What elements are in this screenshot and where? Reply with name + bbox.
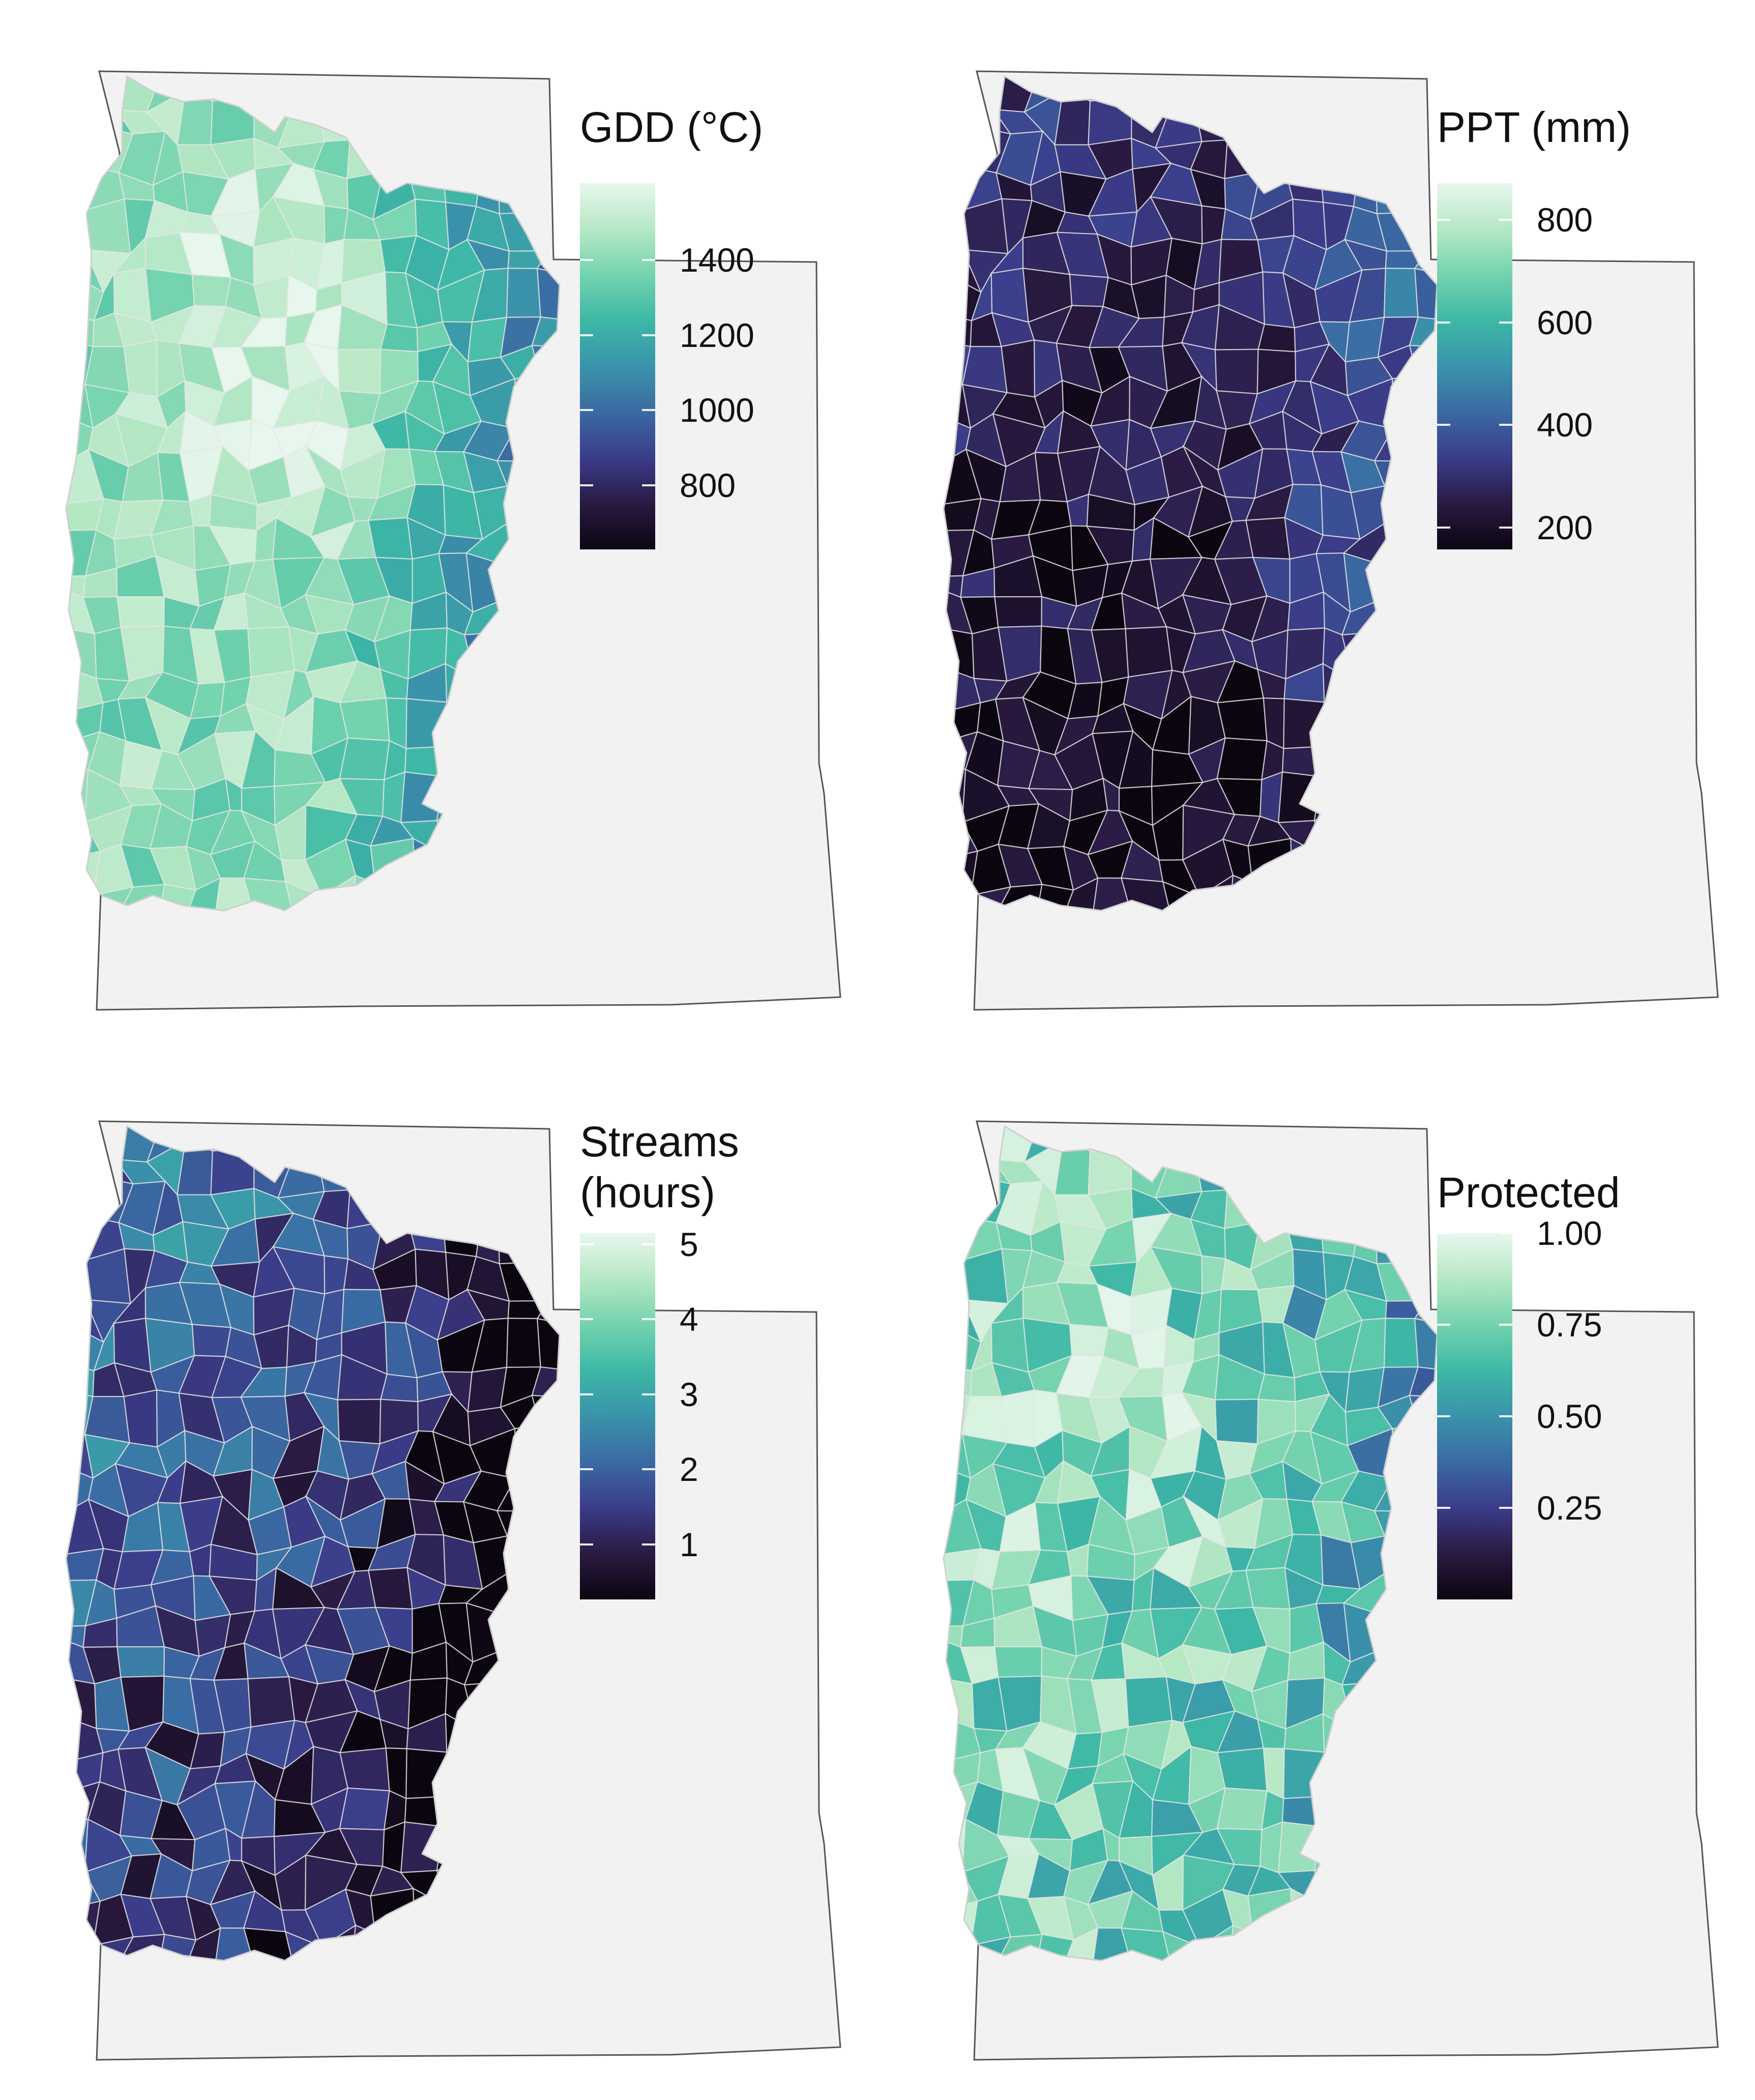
watershed-unit — [1217, 1747, 1268, 1792]
watershed-unit — [944, 93, 976, 131]
watershed-unit — [1125, 1676, 1173, 1728]
watershed-unit — [1069, 1324, 1109, 1357]
watershed-unit — [116, 596, 165, 628]
watershed-unit — [247, 1676, 296, 1728]
basin-outline — [943, 75, 1438, 912]
watershed-unit — [531, 316, 560, 348]
watershed-unit — [66, 198, 86, 255]
watershed-unit — [191, 1324, 231, 1357]
watershed-unit — [994, 1646, 1043, 1678]
basin-outline — [65, 1125, 561, 1962]
map-ppt — [943, 70, 1719, 1011]
panel-streams: Streams (hours) 5 4 3 2 1 — [0, 1050, 877, 2100]
watershed-unit — [339, 737, 390, 780]
map-protected — [943, 1120, 1719, 2061]
panel-gdd: GDD (°C) 1400 1200 1000 800 — [0, 0, 877, 1050]
legend-title-protected: Protected — [1437, 1169, 1620, 1216]
panel-ppt: PPT (mm) 800 600 400 200 — [877, 0, 1755, 1050]
watershed-unit — [367, 1567, 413, 1610]
watershed-unit — [66, 76, 98, 109]
watershed-unit — [66, 1126, 98, 1159]
watershed-unit — [337, 1398, 382, 1445]
watershed-unit — [66, 125, 101, 172]
watershed-unit — [123, 339, 158, 398]
watershed-unit — [339, 1747, 390, 1792]
map-gdd — [65, 70, 841, 1011]
watershed-unit — [339, 697, 390, 742]
watershed-unit — [1216, 1787, 1268, 1830]
watershed-unit — [1257, 1374, 1296, 1403]
watershed-unit — [944, 1938, 972, 1961]
watershed-unit — [1383, 1318, 1419, 1368]
watershed-unit — [1383, 268, 1419, 318]
legend-title-gdd: GDD (°C) — [580, 103, 764, 151]
watershed-unit — [66, 1248, 86, 1305]
colorbar-ppt: 800 600 400 200 — [1437, 183, 1593, 549]
watershed-unit — [66, 1938, 94, 1961]
watershed-unit — [944, 198, 964, 255]
watershed-unit — [944, 1143, 976, 1181]
basin-outline — [943, 1125, 1438, 1962]
watershed-unit — [66, 1175, 101, 1222]
watershed-unit — [339, 1787, 390, 1830]
watershed-unit — [380, 1374, 419, 1403]
legend-title-streams-line2: (hours) — [580, 1169, 716, 1216]
watershed-unit — [123, 1389, 158, 1448]
watershed-unit — [66, 888, 94, 911]
panel-protected: Protected 1.00 0.75 0.50 0.25 — [877, 1050, 1755, 2100]
watershed-unit — [1214, 348, 1259, 395]
watershed-unit — [944, 125, 979, 172]
watershed-unit — [1216, 737, 1268, 780]
watershed-unit — [1257, 324, 1296, 353]
legend-title-ppt: PPT (mm) — [1437, 103, 1631, 151]
watershed-unit — [1214, 1398, 1259, 1445]
watershed-unit — [1001, 339, 1036, 398]
watershed-unit — [66, 1900, 101, 1946]
watershed-unit — [944, 1126, 976, 1159]
watershed-unit — [531, 1366, 560, 1398]
watershed-unit — [1245, 517, 1291, 560]
watershed-unit — [367, 517, 413, 560]
map-streams — [65, 1120, 841, 2061]
watershed-unit — [506, 268, 541, 318]
watershed-unit — [247, 626, 296, 678]
watershed-unit — [1217, 697, 1268, 742]
watershed-unit — [66, 1143, 98, 1181]
watershed-unit — [944, 1175, 979, 1222]
watershed-unit — [191, 274, 231, 307]
watershed-unit — [944, 76, 976, 109]
colorbar-protected: 1.00 0.75 0.50 0.25 — [1437, 1214, 1602, 1599]
legend-title-streams: Streams — [580, 1118, 739, 1165]
watershed-unit — [337, 348, 382, 395]
watershed-unit — [1125, 626, 1173, 678]
watershed-unit — [66, 850, 101, 896]
watershed-unit — [66, 93, 98, 131]
watershed-unit — [116, 1646, 165, 1678]
watershed-unit — [944, 1248, 964, 1305]
watershed-units — [944, 1126, 1437, 1961]
basin-outline — [65, 75, 561, 912]
watershed-unit — [944, 1900, 979, 1946]
watershed-unit — [1409, 316, 1437, 348]
colorbar-gdd: 1400 1200 1000 800 — [580, 183, 754, 549]
watershed-unit — [1069, 274, 1109, 307]
colorbar-streams: 5 4 3 2 1 — [580, 1226, 698, 1599]
watershed-unit — [1245, 1567, 1291, 1610]
watershed-unit — [944, 850, 979, 896]
watershed-unit — [506, 1318, 541, 1368]
watershed-unit — [1001, 1389, 1036, 1448]
watershed-unit — [1409, 1366, 1437, 1398]
watershed-unit — [380, 324, 419, 353]
watershed-unit — [944, 888, 972, 911]
watershed-unit — [994, 596, 1043, 628]
